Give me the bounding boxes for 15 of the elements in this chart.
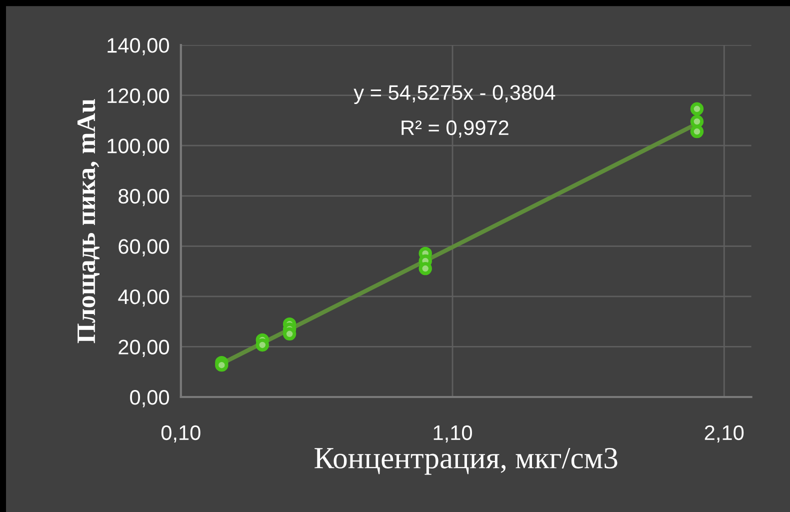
y-tick-label: 80,00: [118, 188, 169, 206]
y-tick-label: 60,00: [118, 239, 169, 256]
x-axis-title: Концентрация, мкг/см3: [314, 448, 618, 475]
y-tick-label: 140,00: [108, 38, 169, 56]
y-tick-label: 0,00: [130, 390, 169, 408]
x-tick-label: 1,10: [434, 425, 472, 443]
annotation: R² = 0,9972: [402, 120, 508, 138]
annotation: y = 54,5275x - 0,3804: [354, 85, 556, 104]
y-tick-label: 20,00: [118, 340, 169, 357]
y-axis-title: Площадь пика, mAu: [77, 99, 100, 344]
y-tick-label: 120,00: [108, 88, 169, 106]
y-tick-label: 40,00: [118, 289, 169, 307]
x-tick-label: 2,10: [704, 425, 744, 443]
y-tick-label: 100,00: [108, 138, 169, 156]
x-tick-label: 0,10: [161, 425, 200, 443]
